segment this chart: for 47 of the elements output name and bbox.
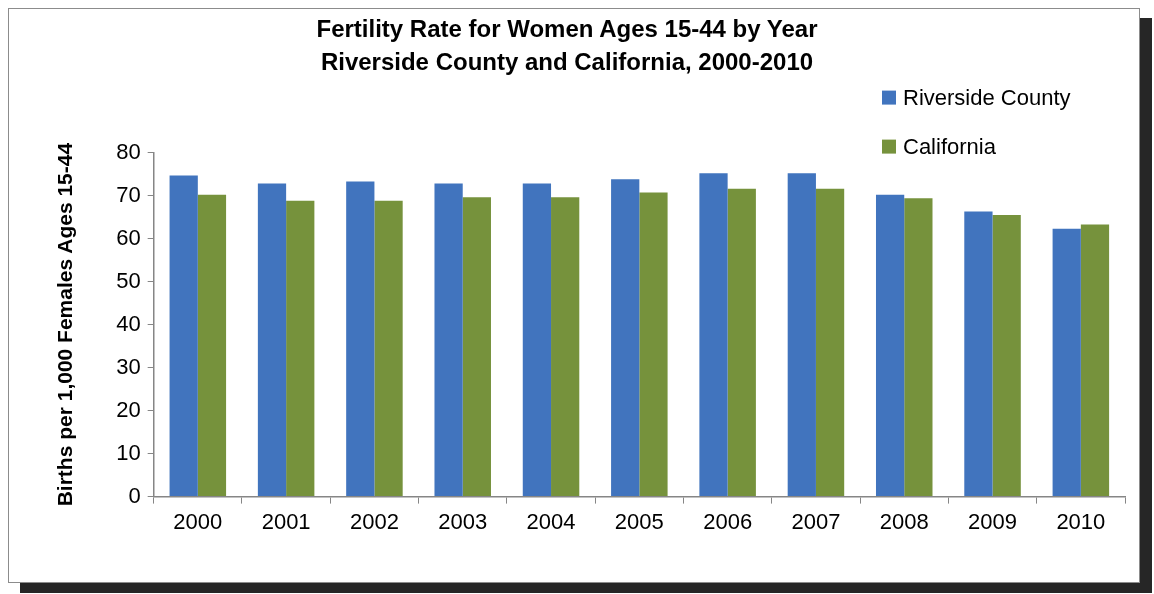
x-tick-label: 2009 <box>968 508 1018 534</box>
x-tick-label: 2007 <box>791 508 841 534</box>
legend-label: Riverside County <box>903 84 1071 110</box>
y-tick-label: 30 <box>116 353 141 379</box>
bar <box>257 183 287 497</box>
y-tick-label: 10 <box>116 439 141 465</box>
x-tick-label: 2004 <box>526 508 576 534</box>
chart-subtitle: Riverside County and California, 2000-2010 <box>320 47 814 75</box>
y-tick-label: 20 <box>116 396 141 422</box>
y-tick-label: 50 <box>116 267 141 293</box>
bar <box>434 183 463 497</box>
bar <box>346 181 375 497</box>
bar <box>699 173 728 497</box>
bar <box>727 188 756 497</box>
x-tick-label: 2001 <box>261 508 311 534</box>
bar <box>787 173 816 497</box>
bar <box>875 194 905 497</box>
bar <box>639 192 668 497</box>
bar <box>992 214 1021 497</box>
y-tick-label: 60 <box>116 224 141 250</box>
y-tick-label: 40 <box>116 310 141 336</box>
bar <box>1052 228 1081 497</box>
y-tick-label: 0 <box>128 482 141 508</box>
x-tick-label: 2003 <box>438 508 488 534</box>
x-tick-label: 2000 <box>173 508 223 534</box>
bar <box>522 183 552 497</box>
y-tick-label: 70 <box>116 181 141 207</box>
bar <box>815 188 845 497</box>
bar <box>462 197 491 497</box>
x-tick-label: 2005 <box>614 508 664 534</box>
bar <box>169 175 198 497</box>
bar <box>904 198 933 497</box>
bar <box>1080 224 1110 497</box>
bar <box>551 197 580 497</box>
x-tick-label: 2006 <box>703 508 753 534</box>
bar <box>286 200 315 497</box>
legend-label: California <box>903 133 997 159</box>
bar <box>964 211 993 497</box>
x-tick-label: 2010 <box>1056 508 1106 534</box>
bar <box>374 200 403 497</box>
bar <box>611 179 640 497</box>
chart-title: Fertility Rate for Women Ages 15-44 by Year <box>316 15 818 43</box>
x-tick-label: 2002 <box>349 508 399 534</box>
y-tick-label: 80 <box>116 138 141 164</box>
bar <box>197 194 227 497</box>
y-axis-title: Births per 1,000 Females Ages 15-44 <box>53 142 77 507</box>
x-tick-label: 2008 <box>879 508 929 534</box>
